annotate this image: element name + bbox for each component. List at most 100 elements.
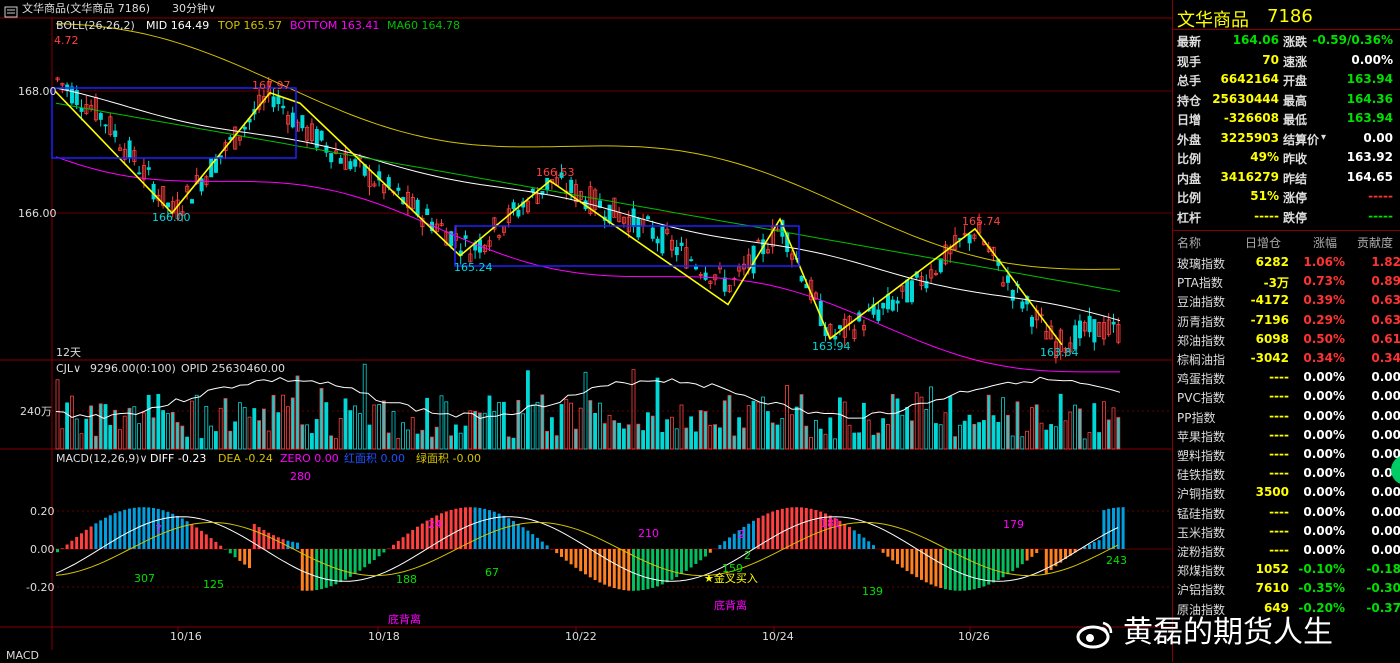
- volume-bar: [493, 412, 496, 449]
- chart-area[interactable]: 文华商品(文华商品 7186) 30分钟∨ BOLL(26,26,2) MID …: [0, 0, 1172, 662]
- volume-bar: [824, 434, 827, 449]
- sector-name: 硅铁指数: [1177, 466, 1225, 483]
- sector-inc: 6282: [1256, 255, 1289, 269]
- candle: [651, 228, 654, 238]
- volume-bar: [397, 438, 400, 449]
- volume-bar: [310, 433, 313, 449]
- swing-label: 165.74: [962, 215, 1001, 229]
- volume-bar: [795, 407, 798, 449]
- volume-bar: [608, 415, 611, 449]
- volume-bar: [522, 414, 525, 449]
- quote-value: 3225903: [1221, 131, 1279, 145]
- col-inc[interactable]: 日增仓: [1245, 234, 1281, 251]
- candle: [680, 243, 683, 245]
- col-contrib[interactable]: 贡献度: [1357, 234, 1393, 251]
- candle: [1011, 290, 1014, 300]
- candle: [301, 116, 304, 128]
- volume-bar: [277, 413, 280, 449]
- candle: [354, 160, 357, 167]
- sector-row[interactable]: 玉米指数----0.00%0.00: [1173, 522, 1400, 541]
- macd-bar: [56, 549, 59, 552]
- volume-bar: [426, 398, 429, 449]
- volume-bar: [1054, 427, 1057, 449]
- candle: [416, 200, 419, 215]
- sector-chg: 0.00%: [1303, 466, 1345, 480]
- macd-bar: [310, 549, 313, 591]
- macd-name[interactable]: MACD(12,26,9)∨: [56, 452, 148, 466]
- col-name[interactable]: 名称: [1177, 234, 1201, 251]
- volume-bar: [123, 416, 126, 449]
- quote-label: 杠杆: [1177, 209, 1201, 226]
- volume-bar: [450, 436, 453, 449]
- sector-inc: 3500: [1256, 485, 1289, 499]
- boll-name[interactable]: BOLL(26,26,2): [56, 19, 135, 33]
- volume-bar: [872, 435, 875, 449]
- candle: [464, 236, 467, 239]
- volume-bar: [555, 436, 558, 449]
- sector-row[interactable]: 鸡蛋指数----0.00%0.00: [1173, 368, 1400, 387]
- volume-bar: [142, 413, 145, 449]
- macd-bar: [934, 549, 937, 586]
- sector-row[interactable]: PP指数----0.00%0.00: [1173, 407, 1400, 426]
- quote-value: 3416279: [1221, 170, 1279, 184]
- macd-bar: [315, 549, 318, 590]
- date-label: 10/18: [368, 630, 400, 644]
- vol-name[interactable]: CJL∨: [56, 362, 81, 376]
- macd-bar: [416, 527, 419, 549]
- macd-bar: [656, 549, 659, 586]
- macd-bar: [301, 549, 304, 591]
- volume-bar: [627, 425, 630, 449]
- macd-bar: [944, 549, 947, 589]
- volume-bar: [949, 397, 952, 449]
- macd-bar: [901, 549, 904, 568]
- volume-bar: [536, 402, 539, 449]
- volume-bar: [440, 396, 443, 449]
- quote-value: 6642164: [1221, 72, 1279, 86]
- bottom-tab-macd[interactable]: MACD: [6, 649, 39, 663]
- sector-row[interactable]: 苹果指数----0.00%0.00: [1173, 426, 1400, 445]
- volume-bar: [94, 436, 97, 449]
- sector-row[interactable]: 淀粉指数----0.00%0.00: [1173, 541, 1400, 560]
- sector-contrib: 0.00: [1371, 543, 1400, 557]
- macd-bar: [766, 513, 769, 549]
- macd-axis-label-zero: 0.00: [30, 543, 55, 557]
- settle-dropdown-icon[interactable]: ▾: [1321, 132, 1326, 143]
- sector-inc: ----: [1269, 466, 1289, 480]
- macd-bar: [920, 549, 923, 580]
- quote-value: 25630444: [1212, 92, 1279, 106]
- quote-value: 164.06: [1233, 33, 1279, 47]
- macd-bar: [507, 518, 510, 549]
- macd-bar: [373, 549, 376, 560]
- quote-label: 结算价: [1283, 131, 1319, 148]
- volume-bar: [464, 426, 467, 449]
- volume-bar: [85, 419, 88, 449]
- sector-row[interactable]: PVC指数----0.00%0.00: [1173, 387, 1400, 406]
- candle: [877, 310, 880, 321]
- sector-contrib: 0.89: [1371, 274, 1400, 288]
- volume-bar: [886, 424, 889, 449]
- macd-bar: [613, 549, 616, 588]
- col-chg[interactable]: 涨幅: [1313, 234, 1337, 251]
- macd-bar: [949, 549, 952, 590]
- sector-row[interactable]: 硅铁指数----0.00%0.00: [1173, 464, 1400, 483]
- sector-name: 鸡蛋指数: [1177, 370, 1225, 387]
- sector-row[interactable]: 塑料指数----0.00%0.00: [1173, 445, 1400, 464]
- macd-count: 243: [1106, 554, 1127, 568]
- macd-bar: [147, 507, 150, 549]
- sector-chg: -0.35%: [1298, 581, 1345, 595]
- volume-bar: [1064, 421, 1067, 449]
- candle: [1021, 302, 1024, 308]
- volume-bar: [330, 436, 333, 449]
- sector-row[interactable]: 锰硅指数----0.00%0.00: [1173, 503, 1400, 522]
- volume-bar: [546, 431, 549, 449]
